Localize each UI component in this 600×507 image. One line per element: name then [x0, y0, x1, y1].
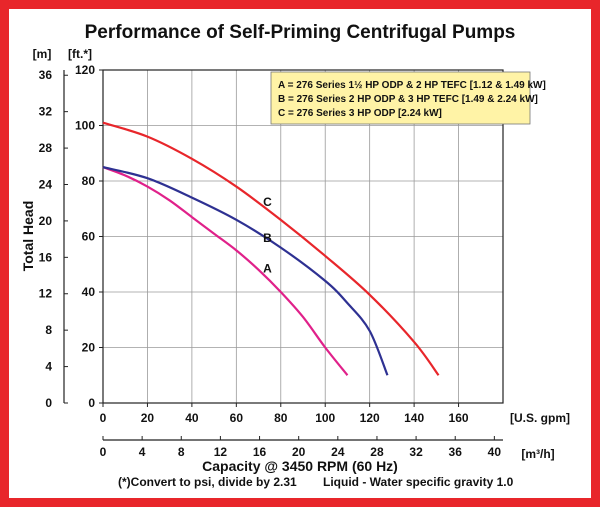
y2-tick-label: 28 [39, 141, 53, 155]
legend-entry-c: C = 276 Series 3 HP ODP [2.24 kW] [278, 108, 442, 119]
x2-tick-label: 8 [178, 445, 185, 459]
y-tick-label: 20 [82, 341, 96, 355]
y2-tick-label: 0 [45, 396, 52, 410]
x2-tick-label: 12 [214, 445, 228, 459]
y-tick-label: 60 [82, 230, 96, 244]
y-axis-ticks: 0 20 40 60 80 100 120 [75, 63, 103, 410]
x2-unit-label: [m³/h] [521, 447, 554, 461]
legend: A = 276 Series 1½ HP ODP & 2 HP TEFC [1.… [270, 71, 546, 125]
x-tick-label: 60 [230, 411, 244, 425]
x-axis-ticks: 0 20 40 60 80 100 120 140 160 [100, 403, 469, 425]
x-tick-label: 80 [274, 411, 288, 425]
x2-tick-label: 0 [100, 445, 107, 459]
x-tick-label: 140 [404, 411, 424, 425]
curve-label-c: C [263, 195, 272, 209]
x2-tick-label: 16 [253, 445, 267, 459]
legend-entry-a: A = 276 Series 1½ HP ODP & 2 HP TEFC [1.… [278, 80, 546, 91]
y-tick-label: 100 [75, 119, 95, 133]
x2-tick-label: 4 [139, 445, 146, 459]
x2-tick-label: 28 [370, 445, 384, 459]
grid-lines [103, 70, 503, 403]
series-line-b [102, 166, 389, 376]
y2-tick-label: 36 [39, 68, 53, 82]
y-axis-label: Total Head [20, 201, 36, 272]
y2-tick-label: 4 [45, 360, 52, 374]
y2-tick-label: 12 [39, 287, 53, 301]
y2-tick-label: 16 [39, 250, 53, 264]
x2-tick-label: 20 [292, 445, 306, 459]
series-curves [102, 121, 440, 376]
x-axis-label: Capacity @ 3450 RPM (60 Hz) [202, 458, 398, 474]
x-tick-label: 120 [360, 411, 380, 425]
y-tick-label: 0 [88, 396, 95, 410]
y2-tick-label: 32 [39, 105, 53, 119]
x-unit-label: [U.S. gpm] [510, 411, 570, 425]
series-line-c [102, 121, 440, 376]
x2-tick-label: 40 [488, 445, 502, 459]
legend-entry-b: B = 276 Series 2 HP ODP & 3 HP TEFC [1.4… [278, 94, 538, 105]
y2-axis-ticks: 0 4 8 12 16 20 24 28 32 36 [39, 68, 68, 410]
x-tick-label: 160 [449, 411, 469, 425]
x-tick-label: 100 [315, 411, 335, 425]
y2-tick-label: 20 [39, 214, 53, 228]
y2-tick-label: 24 [39, 177, 53, 191]
x2-tick-label: 36 [449, 445, 463, 459]
footnote-liquid: Liquid - Water specific gravity 1.0 [323, 475, 514, 489]
x2-axis-ticks: 0 4 8 12 16 20 24 28 32 36 40 [100, 436, 502, 459]
footnote-psi: (*)Convert to psi, divide by 2.31 [118, 475, 297, 489]
y-tick-label: 120 [75, 63, 95, 77]
series-line-a [102, 166, 349, 376]
x-tick-label: 20 [141, 411, 155, 425]
x-tick-label: 40 [185, 411, 199, 425]
chart-title: Performance of Self-Priming Centrifugal … [85, 22, 516, 43]
y-unit-label: [ft.*] [68, 47, 92, 61]
legend-box [270, 71, 531, 125]
curve-label-a: A [263, 262, 272, 276]
x2-tick-label: 24 [331, 445, 345, 459]
y2-tick-label: 8 [45, 323, 52, 337]
x2-tick-label: 32 [409, 445, 423, 459]
x-tick-label: 0 [100, 411, 107, 425]
curve-label-b: B [263, 231, 272, 245]
y2-unit-label: [m] [33, 47, 52, 61]
y-tick-label: 80 [82, 174, 96, 188]
curve-labels: C B A [263, 195, 272, 276]
y-tick-label: 40 [82, 285, 96, 299]
